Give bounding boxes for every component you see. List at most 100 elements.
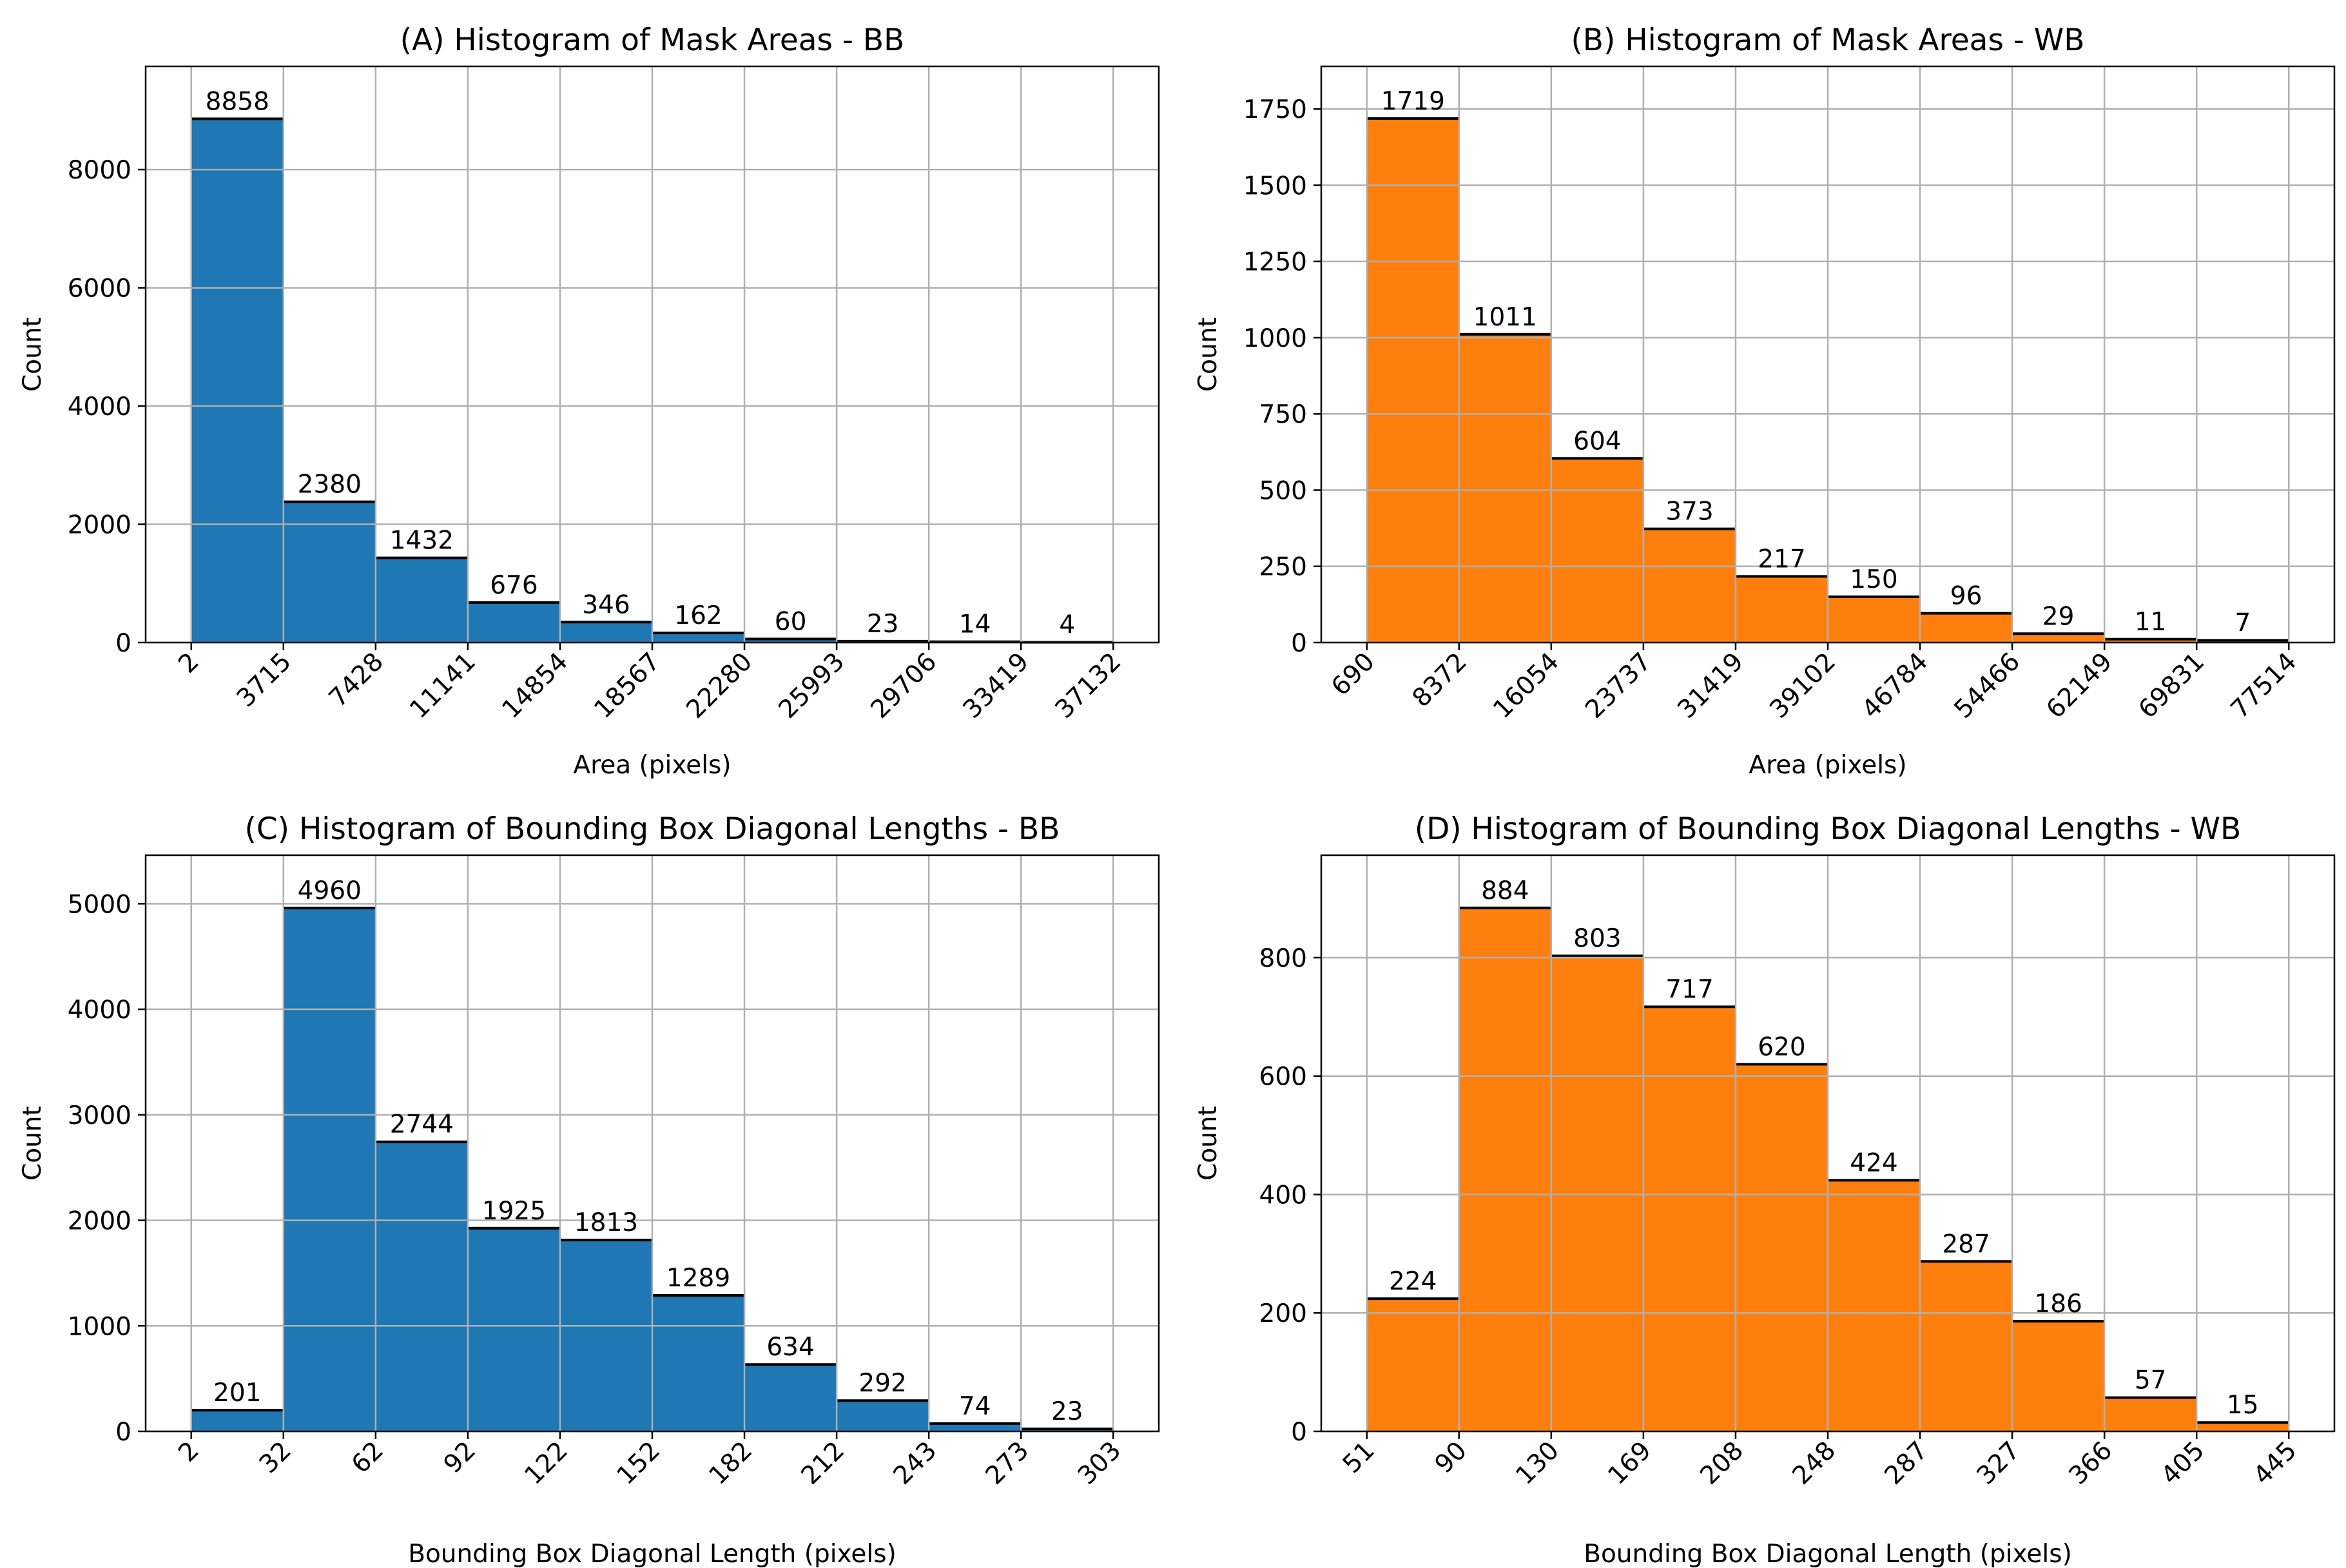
histogram-bar [1643, 528, 1736, 643]
bar-value-label: 15 [2227, 1391, 2259, 1420]
y-tick-label: 1500 [1243, 171, 1307, 200]
y-tick-label: 0 [1291, 629, 1307, 658]
histogram-bar [929, 1423, 1022, 1431]
bar-value-label: 803 [1573, 924, 1621, 953]
bar-value-label: 620 [1758, 1032, 1805, 1061]
y-tick-label: 800 [1259, 944, 1307, 973]
y-tick-label: 8000 [68, 156, 131, 185]
histogram-bar [2104, 1397, 2197, 1431]
bar-value-label: 373 [1665, 498, 1713, 527]
bar-value-label: 1813 [574, 1208, 638, 1237]
y-tick-label: 200 [1259, 1299, 1307, 1328]
histogram-bar [1366, 118, 1459, 643]
bar-value-label: 14 [959, 610, 991, 639]
chart-title: (B) Histogram of Mask Areas - WB [1571, 23, 2084, 58]
histogram-bar [283, 907, 376, 1431]
bar-value-label: 150 [1850, 565, 1897, 594]
bar-value-label: 201 [213, 1379, 261, 1408]
histogram-bar [1735, 576, 1828, 643]
histogram-bar [1643, 1007, 1736, 1431]
bar-value-label: 2744 [390, 1110, 454, 1139]
bar-value-label: 60 [775, 607, 807, 636]
bar-value-label: 717 [1665, 975, 1713, 1004]
bar-value-label: 23 [1051, 1397, 1083, 1426]
bar-value-label: 1719 [1381, 87, 1445, 116]
bar-value-label: 8858 [206, 87, 269, 116]
bar-value-label: 1432 [390, 527, 454, 556]
y-tick-label: 5000 [68, 890, 131, 919]
chart-title: (D) Histogram of Bounding Box Diagonal L… [1415, 811, 2242, 847]
y-tick-label: 4000 [68, 392, 131, 421]
y-tick-label: 250 [1259, 553, 1307, 582]
histogram-bar [1551, 458, 1643, 643]
x-axis-label: Bounding Box Diagonal Length (pixels) [1584, 1540, 2072, 1568]
bar-value-label: 1925 [482, 1197, 546, 1226]
histogram-bar [2012, 1321, 2105, 1431]
bar-value-label: 74 [959, 1392, 991, 1421]
histogram-bar [283, 501, 376, 643]
y-tick-label: 3000 [68, 1101, 131, 1130]
histogram-bar [744, 1364, 837, 1431]
bar-value-label: 217 [1758, 545, 1805, 574]
bar-value-label: 676 [490, 571, 538, 600]
chart-panel-1: 8858 2380 1432 676 346 162 60 23 14 4 0 2000 4000 600… [18, 23, 1160, 780]
histogram-bar [375, 1141, 468, 1431]
histogram-bar [2196, 1422, 2289, 1431]
histogram-bar [837, 1400, 929, 1431]
y-tick-label: 500 [1259, 476, 1307, 505]
bar-value-label: 29 [2042, 602, 2075, 631]
y-tick-label: 0 [115, 629, 131, 658]
y-axis-label: Count [1194, 1106, 1223, 1181]
chart-title: (A) Histogram of Mask Areas - BB [400, 23, 905, 58]
x-axis-label: Bounding Box Diagonal Length (pixels) [408, 1540, 897, 1568]
y-tick-label: 1750 [1243, 95, 1307, 124]
y-tick-label: 1250 [1243, 248, 1307, 277]
y-tick-label: 4000 [68, 996, 131, 1025]
bar-value-label: 57 [2135, 1366, 2167, 1395]
chart-title: (C) Histogram of Bounding Box Diagonal L… [245, 811, 1060, 847]
histogram-bar [1920, 1261, 2013, 1431]
y-axis-label: Count [1194, 317, 1223, 392]
bar-value-label: 11 [2135, 608, 2167, 637]
histogram-bar [1735, 1064, 1828, 1431]
bar-value-label: 884 [1481, 876, 1529, 905]
x-axis-label: Area (pixels) [1749, 751, 1906, 780]
histogram-bar [744, 639, 837, 643]
bar-value-label: 1011 [1473, 303, 1537, 332]
y-tick-label: 750 [1259, 400, 1307, 429]
histogram-bar [2104, 639, 2197, 643]
histogram-bar [652, 1295, 745, 1431]
histogram-bar [559, 1240, 652, 1431]
histogram-bar [559, 622, 652, 643]
y-tick-label: 6000 [68, 275, 131, 304]
bar-value-label: 287 [1942, 1230, 1990, 1259]
bar-value-label: 634 [766, 1333, 814, 1362]
bar-value-label: 604 [1573, 427, 1621, 456]
histogram-bar [1920, 613, 2013, 643]
bar-value-label: 346 [582, 590, 630, 619]
y-tick-label: 2000 [68, 1207, 131, 1236]
bar-value-label: 4 [1059, 611, 1075, 640]
bar-value-label: 2380 [298, 470, 362, 499]
histogram-bar [2012, 634, 2105, 643]
bar-value-label: 224 [1389, 1267, 1437, 1296]
histogram-bar [467, 1228, 560, 1431]
histogram-bar [1551, 956, 1643, 1431]
bar-value-label: 1289 [666, 1264, 730, 1293]
bar-value-label: 292 [858, 1369, 906, 1398]
histogram-bar [191, 1410, 284, 1431]
y-tick-label: 2000 [68, 511, 131, 540]
y-tick-label: 0 [115, 1418, 131, 1447]
bar-value-label: 23 [867, 610, 899, 639]
histogram-bar [1459, 907, 1551, 1431]
y-tick-label: 1000 [1243, 324, 1307, 353]
y-tick-label: 600 [1259, 1063, 1307, 1092]
bar-value-label: 96 [1950, 582, 1982, 611]
y-tick-label: 1000 [68, 1312, 131, 1341]
bar-value-label: 424 [1850, 1148, 1897, 1177]
bar-value-label: 7 [2235, 609, 2251, 638]
y-tick-label: 400 [1259, 1181, 1307, 1210]
bar-value-label: 186 [2034, 1290, 2082, 1319]
histogram-bar [375, 557, 468, 643]
